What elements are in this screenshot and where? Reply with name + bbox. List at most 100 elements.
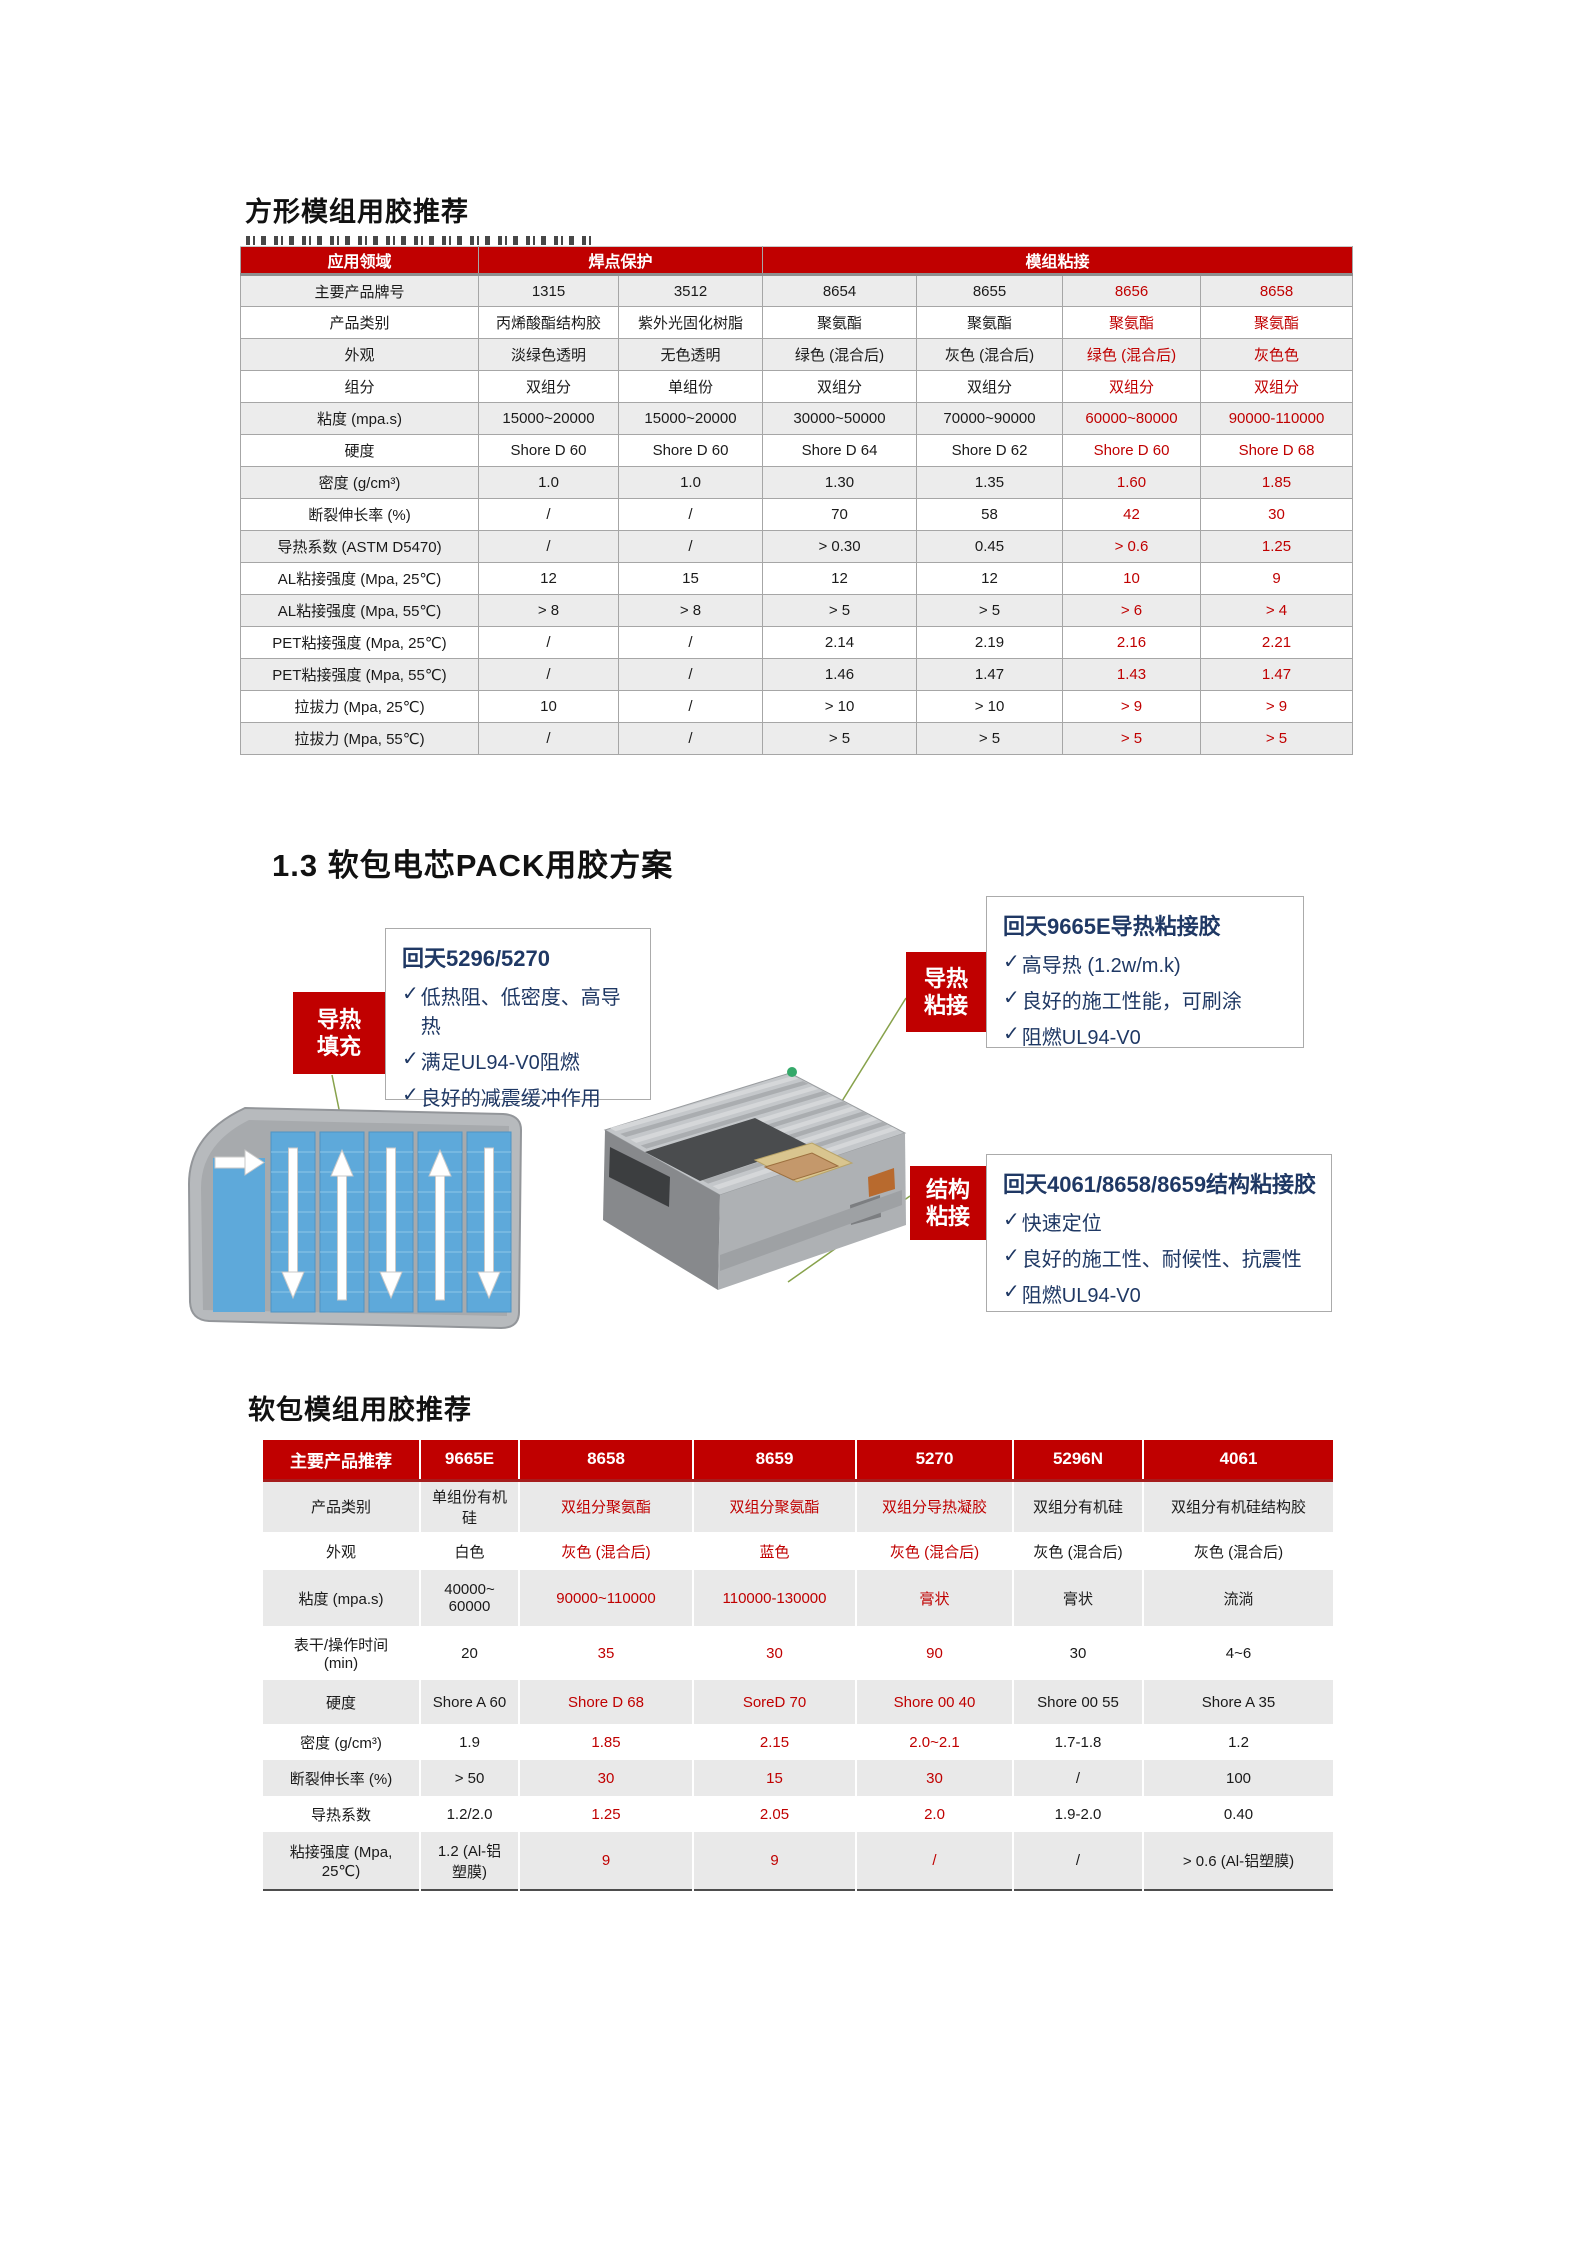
table-row: PET粘接强度 (Mpa, 25℃) //2.14 2.19 2.16 2.21 <box>240 626 1354 659</box>
table-row: 粘度 (mpa.s) 40000~ 60000 90000~110000 110000… <box>263 1570 1333 1626</box>
row-value: 90 <box>855 1626 1013 1680</box>
row-label: 粘度 (mpa.s) <box>263 1570 420 1626</box>
table-row: 主要产品牌号 1315 3512 8654 8655 8656 8658 <box>240 274 1354 307</box>
row-value: Shore D 68 <box>1200 434 1354 467</box>
row-label: 导热系数 (ASTM D5470) <box>240 530 479 563</box>
row-value: 1.7-1.8 <box>1012 1724 1143 1760</box>
row-value: Shore D 60 <box>1062 434 1202 467</box>
row-value: Shore 00 55 <box>1012 1680 1143 1724</box>
table-row: 产品类别 丙烯酸酯结构胶 紫外光固化树脂 聚氨酯 聚氨酯 聚氨酯 聚氨酯 <box>240 306 1354 339</box>
row-value: > 4 <box>1200 594 1354 627</box>
row-value: 单组份有机 硅 <box>419 1480 519 1532</box>
header-product-5296N: 5296N <box>1012 1440 1143 1482</box>
row-label: 密度 (g/cm³) <box>263 1724 420 1760</box>
row-label: 组分 <box>240 370 479 403</box>
row-value: 双组分 <box>1062 370 1202 403</box>
row-value: > 9 <box>1200 690 1354 723</box>
row-value: 2.19 <box>916 626 1064 659</box>
row-value: 70 <box>762 498 918 531</box>
table-row: 密度 (g/cm³) 1.0 1.0 1.30 1.35 1.60 1.85 <box>240 466 1354 499</box>
row-value: > 5 <box>916 594 1064 627</box>
table-row: 断裂伸长率 (%) //70 58 42 30 <box>240 498 1354 531</box>
row-value: 4~6 <box>1142 1626 1333 1680</box>
row-value: 20 <box>419 1626 519 1680</box>
row-value: 100 <box>1142 1760 1333 1796</box>
row-value: 1.9 <box>419 1724 519 1760</box>
row-value: Shore D 68 <box>518 1680 693 1724</box>
row-value: / <box>478 626 619 659</box>
row-label: 外观 <box>263 1532 420 1570</box>
row-value: 紫外光固化树脂 <box>617 306 764 339</box>
square-module-adhesive-table: 应用领域 焊点保护 模组粘接 主要产品牌号 1315 3512 8654 8655 8656 86… <box>240 246 1354 755</box>
row-value: SoreD 70 <box>692 1680 856 1724</box>
row-value: 30 <box>1012 1626 1143 1680</box>
row-value: / <box>617 530 764 563</box>
table-row: 外观 白色 灰色 (混合后) 蓝色 灰色 (混合后) 灰色 (混合后) 灰色 (混合后) <box>263 1532 1333 1570</box>
callout-item: ✓ 良好的施工性、耐候性、抗震性 <box>1003 1243 1317 1272</box>
row-value: > 5 <box>762 594 918 627</box>
row-label: PET粘接强度 (Mpa, 55℃) <box>240 658 479 691</box>
row-value: > 8 <box>478 594 619 627</box>
table-row: 导热系数 1.2/2.0 1.25 2.05 2.0 1.9-2.0 0.40 <box>263 1796 1333 1832</box>
row-value: 1.25 <box>1200 530 1354 563</box>
row-label: 硬度 <box>240 434 479 467</box>
row-value: 1.85 <box>1200 466 1354 499</box>
row-value: 2.21 <box>1200 626 1354 659</box>
tag-structural-bonding: 结构 粘接 <box>910 1166 986 1240</box>
row-value: 1315 <box>478 274 619 307</box>
row-value: > 10 <box>916 690 1064 723</box>
header-application-field: 应用领域 <box>240 246 479 276</box>
row-value: 1.2 <box>1142 1724 1333 1760</box>
check-icon: ✓ <box>402 983 419 1005</box>
header-main-products: 主要产品推荐 <box>263 1440 420 1482</box>
row-value: Shore D 60 <box>617 434 764 467</box>
row-value: > 10 <box>762 690 918 723</box>
row-value: / <box>855 1832 1013 1890</box>
row-value: / <box>478 658 619 691</box>
check-icon: ✓ <box>1003 1281 1020 1303</box>
header-weld-protection: 焊点保护 <box>477 246 764 276</box>
callout-items: ✓ 高导热 (1.2w/m.k) ✓ 良好的施工性能，可刷涂 ✓ 阻燃UL94-V0 <box>1003 949 1289 1050</box>
row-value: > 0.6 (Al-铝塑膜) <box>1142 1832 1333 1890</box>
pouch-module-adhesive-table: 主要产品推荐 9665E 8658 8659 5270 5296N 4061 产品类别 单组份有… <box>263 1440 1333 1891</box>
row-value: 30 <box>692 1626 856 1680</box>
row-value: 8655 <box>916 274 1064 307</box>
row-value: 1.30 <box>762 466 918 499</box>
row-label: 产品类别 <box>263 1480 420 1532</box>
check-icon: ✓ <box>1003 987 1020 1009</box>
row-value: 1.43 <box>1062 658 1202 691</box>
row-value: / <box>617 722 764 755</box>
row-label: 硬度 <box>263 1680 420 1724</box>
row-value: Shore 00 40 <box>855 1680 1013 1724</box>
row-value: 2.05 <box>692 1796 856 1832</box>
check-icon: ✓ <box>1003 951 1020 973</box>
tag-thermal-filling: 导热 填充 <box>293 992 385 1074</box>
check-icon: ✓ <box>1003 1245 1020 1267</box>
callout-item-text: 低热阻、低密度、高导热 <box>420 987 621 1038</box>
row-label: 粘度 (mpa.s) <box>240 402 479 435</box>
row-value: 双组分 <box>762 370 918 403</box>
header-product-8659: 8659 <box>692 1440 856 1482</box>
row-value: > 0.6 <box>1062 530 1202 563</box>
table-row: 产品类别 单组份有机 硅双组分聚氨酯 双组分聚氨酯 双组分导热凝胶 双组分有机硅 双组分有… <box>263 1480 1333 1532</box>
row-value: 12 <box>916 562 1064 595</box>
row-value: 1.9-2.0 <box>1012 1796 1143 1832</box>
row-value: 灰色 (混合后) <box>1012 1532 1143 1570</box>
callout-items: ✓ 快速定位 ✓ 良好的施工性、耐候性、抗震性 ✓ 阻燃UL94-V0 <box>1003 1207 1317 1308</box>
row-value: 灰色色 <box>1200 338 1354 371</box>
row-value: 聚氨酯 <box>916 306 1064 339</box>
table-row: 导热系数 (ASTM D5470) / / > 0.30 0.45 > 0.6 1.25 <box>240 530 1354 563</box>
table-row: 拉拔力 (Mpa, 25℃) 10/> 10 > 10 > 9 > 9 <box>240 690 1354 723</box>
table-row: 断裂伸长率 (%) > 50 30 15 30/100 <box>263 1760 1333 1796</box>
callout-item: ✓ 快速定位 <box>1003 1207 1317 1236</box>
row-value: 双组分 <box>1200 370 1354 403</box>
row-label: 表干/操作时间 (min) <box>263 1626 420 1680</box>
row-value: / <box>478 722 619 755</box>
callout-item: ✓ 良好的施工性能，可刷涂 <box>1003 985 1289 1014</box>
row-value: 10 <box>478 690 619 723</box>
row-value: 35 <box>518 1626 693 1680</box>
row-value: 灰色 (混合后) <box>916 338 1064 371</box>
pouch-module-table-title: 软包模组用胶推荐 <box>248 1395 472 1425</box>
row-label: 粘接强度 (Mpa, 25℃) <box>263 1832 420 1890</box>
